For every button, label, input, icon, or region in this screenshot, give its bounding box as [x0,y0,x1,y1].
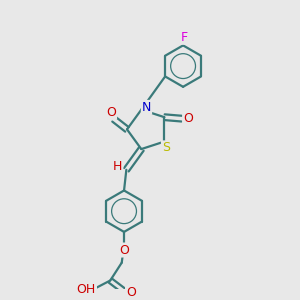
Text: N: N [142,101,151,114]
Text: S: S [162,141,170,154]
Text: O: O [126,286,136,299]
Text: O: O [183,112,193,125]
Text: O: O [119,244,129,256]
Text: F: F [181,31,188,44]
Text: OH: OH [77,284,96,296]
Text: H: H [113,160,122,173]
Text: O: O [106,106,116,118]
